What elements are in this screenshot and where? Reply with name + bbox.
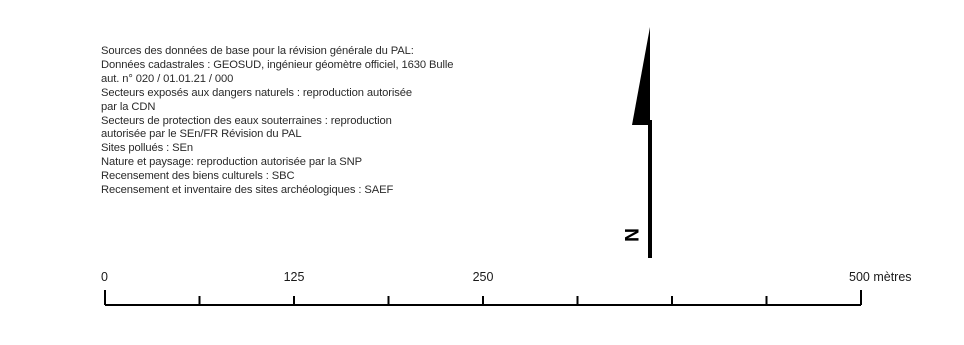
scale-label-125: 125 [284,270,305,284]
scale-label-zero: 0 [101,270,108,284]
scale-label-500: 500 mètres [849,270,912,284]
scale-label-250: 250 [473,270,494,284]
scale-ticks [105,290,861,305]
